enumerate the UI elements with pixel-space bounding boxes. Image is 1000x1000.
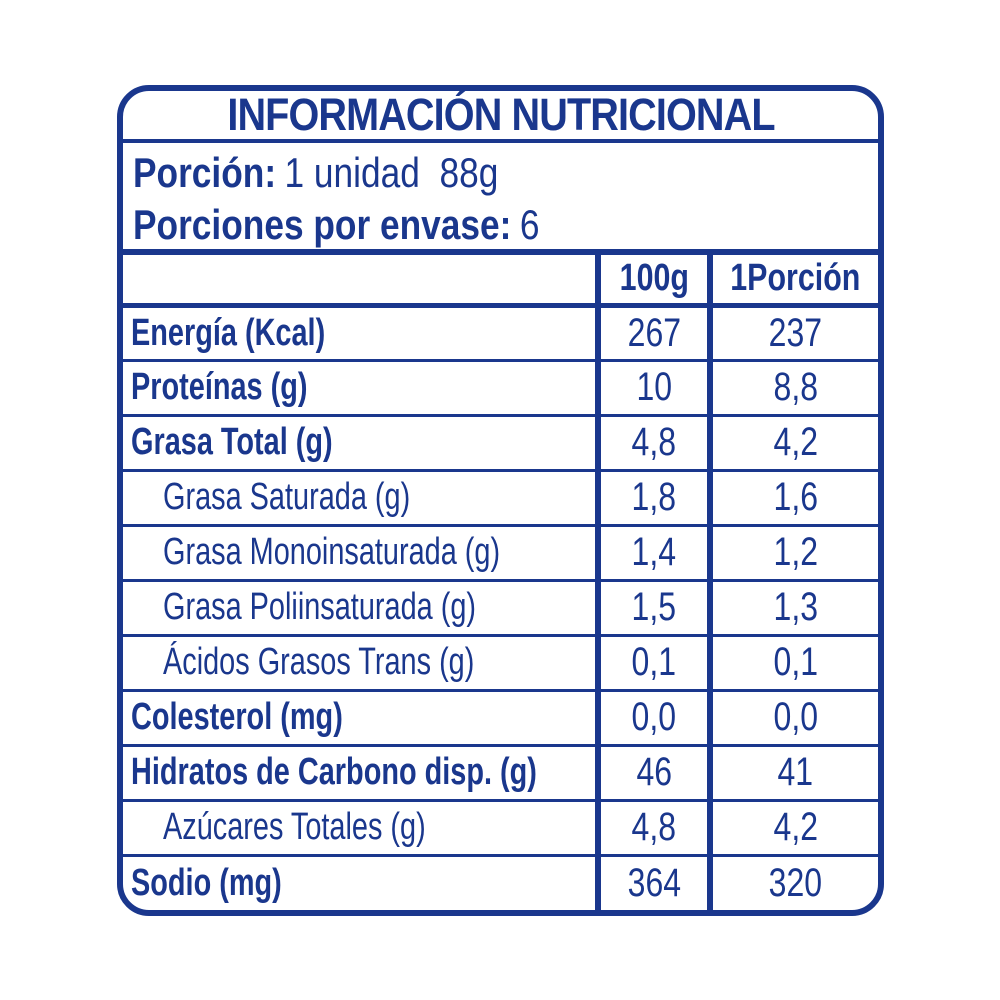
nutrient-name: Sodio (mg): [123, 853, 598, 910]
table-row: Energía (Kcal) 267 237: [123, 305, 878, 360]
nutrient-name: Grasa Monoinsaturada (g): [123, 523, 598, 580]
nutrient-name: Azúcares Totales (g): [123, 798, 598, 855]
table-row: Ácidos Grasos Trans (g) 0,1 0,1: [123, 633, 878, 690]
table-row: Grasa Poliinsaturada (g) 1,5 1,3: [123, 578, 878, 635]
table-row: Sodio (mg) 364 320: [123, 853, 878, 910]
value-100g: 4,8: [595, 798, 710, 855]
portion-label: Porción:: [133, 149, 277, 196]
column-header-empty: [123, 255, 598, 308]
servings-per-pack-value: 6: [519, 201, 540, 248]
serving-info: Porción: 1 unidad 88g Porciones por envas…: [123, 143, 878, 255]
nutrition-table-wrap: 100g 1Porción Energía (Kcal) 267 237 Pro…: [123, 255, 878, 910]
value-100g: 10: [595, 358, 710, 415]
value-100g: 1,4: [595, 523, 710, 580]
column-header-100g: 100g: [595, 255, 710, 308]
label-title: INFORMACIÓN NUTRICIONAL: [226, 89, 775, 140]
label-title-band: INFORMACIÓN NUTRICIONAL: [123, 91, 878, 143]
nutrient-name: Colesterol (mg): [123, 688, 598, 745]
value-100g: 0,1: [595, 633, 710, 690]
value-100g: 4,8: [595, 413, 710, 470]
nutrient-name: Hidratos de Carbono disp. (g): [123, 743, 598, 800]
value-100g: 46: [595, 743, 710, 800]
table-row: Grasa Total (g) 4,8 4,2: [123, 413, 878, 470]
table-row: Grasa Monoinsaturada (g) 1,4 1,2: [123, 523, 878, 580]
table-row: Colesterol (mg) 0,0 0,0: [123, 688, 878, 745]
table-header-row: 100g 1Porción: [123, 255, 878, 308]
value-portion: 41: [707, 743, 878, 800]
value-portion: 1,6: [707, 468, 878, 525]
nutrient-name: Ácidos Grasos Trans (g): [123, 633, 598, 690]
value-portion: 4,2: [707, 413, 878, 470]
value-portion: 1,2: [707, 523, 878, 580]
nutrient-name: Grasa Total (g): [123, 413, 598, 470]
nutrient-name: Grasa Poliinsaturada (g): [123, 578, 598, 635]
value-100g: 364: [595, 853, 710, 910]
value-portion: 0,0: [707, 688, 878, 745]
table-row: Azúcares Totales (g) 4,8 4,2: [123, 798, 878, 855]
table-row: Hidratos de Carbono disp. (g) 46 41: [123, 743, 878, 800]
nutrition-label: INFORMACIÓN NUTRICIONAL Porción: 1 unidad…: [117, 85, 884, 916]
column-header-portion: 1Porción: [707, 255, 878, 308]
nutrient-name: Grasa Saturada (g): [123, 468, 598, 525]
value-portion: 0,1: [707, 633, 878, 690]
value-100g: 0,0: [595, 688, 710, 745]
nutrient-name: Energía (Kcal): [131, 311, 326, 354]
table-row: Proteínas (g) 10 8,8: [123, 358, 878, 415]
servings-per-pack-line: Porciones por envase: 6: [133, 199, 878, 249]
value-100g: 1,5: [595, 578, 710, 635]
value-100g: 267: [595, 305, 710, 360]
value-portion: 4,2: [707, 798, 878, 855]
value-portion: 1,3: [707, 578, 878, 635]
servings-per-pack-label: Porciones por envase:: [133, 201, 512, 248]
portion-line: Porción: 1 unidad 88g: [133, 147, 878, 199]
table-row: Grasa Saturada (g) 1,8 1,6: [123, 468, 878, 525]
value-portion: 320: [707, 853, 878, 910]
value-100g: 1,8: [595, 468, 710, 525]
nutrient-name: Proteínas (g): [123, 358, 598, 415]
value-portion: 237: [707, 305, 878, 360]
nutrition-table: 100g 1Porción Energía (Kcal) 267 237 Pro…: [123, 255, 878, 910]
value-portion: 8,8: [707, 358, 878, 415]
portion-value: 1 unidad 88g: [284, 149, 499, 196]
